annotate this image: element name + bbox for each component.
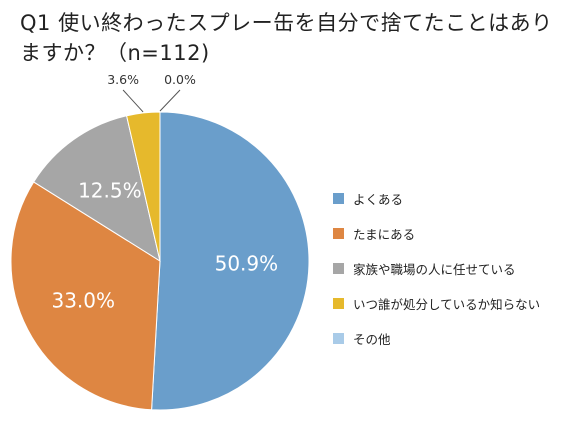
legend-swatch — [333, 298, 344, 309]
legend-swatch — [333, 228, 344, 239]
legend-swatch — [333, 333, 344, 344]
pie-slice-4 — [125, 111, 161, 262]
legend-item-5: その他 — [333, 321, 540, 356]
pie-slice-2 — [10, 181, 161, 411]
legend-item-4: いつ誰が処分しているか知らない — [333, 286, 540, 321]
legend-label: よくある — [353, 192, 404, 207]
legend-item-1: よくある — [333, 181, 540, 216]
legend: よくあるたまにある家族や職場の人に任せているいつ誰が処分しているか知らない その他 — [333, 181, 540, 356]
legend-label: 家族や職場の人に任せている — [353, 262, 516, 277]
leader-line-5 — [159, 89, 181, 112]
legend-label: いつ誰が処分しているか知らない — [353, 297, 541, 312]
slice-value-label-2: 33.0% — [51, 289, 115, 313]
legend-item-2: たまにある — [333, 216, 540, 251]
legend-label: たまにある — [353, 227, 416, 242]
legend-swatch — [333, 263, 344, 274]
pie-slice-1 — [151, 111, 310, 411]
slice-value-label-5: 0.0% — [164, 72, 196, 87]
leader-line-4 — [122, 89, 144, 113]
slice-value-label-3: 12.5% — [78, 179, 142, 203]
legend-label: その他 — [353, 332, 391, 347]
legend-item-3: 家族や職場の人に任せている — [333, 251, 540, 286]
slice-value-label-4: 3.6% — [107, 72, 139, 87]
pie-slice-3 — [33, 115, 161, 263]
chart-title: Q1 使い終わったスプレー缶を自分で捨てたことはありますか？（n=112) — [20, 11, 553, 65]
slice-value-label-1: 50.9% — [215, 251, 279, 275]
legend-swatch — [333, 193, 344, 204]
